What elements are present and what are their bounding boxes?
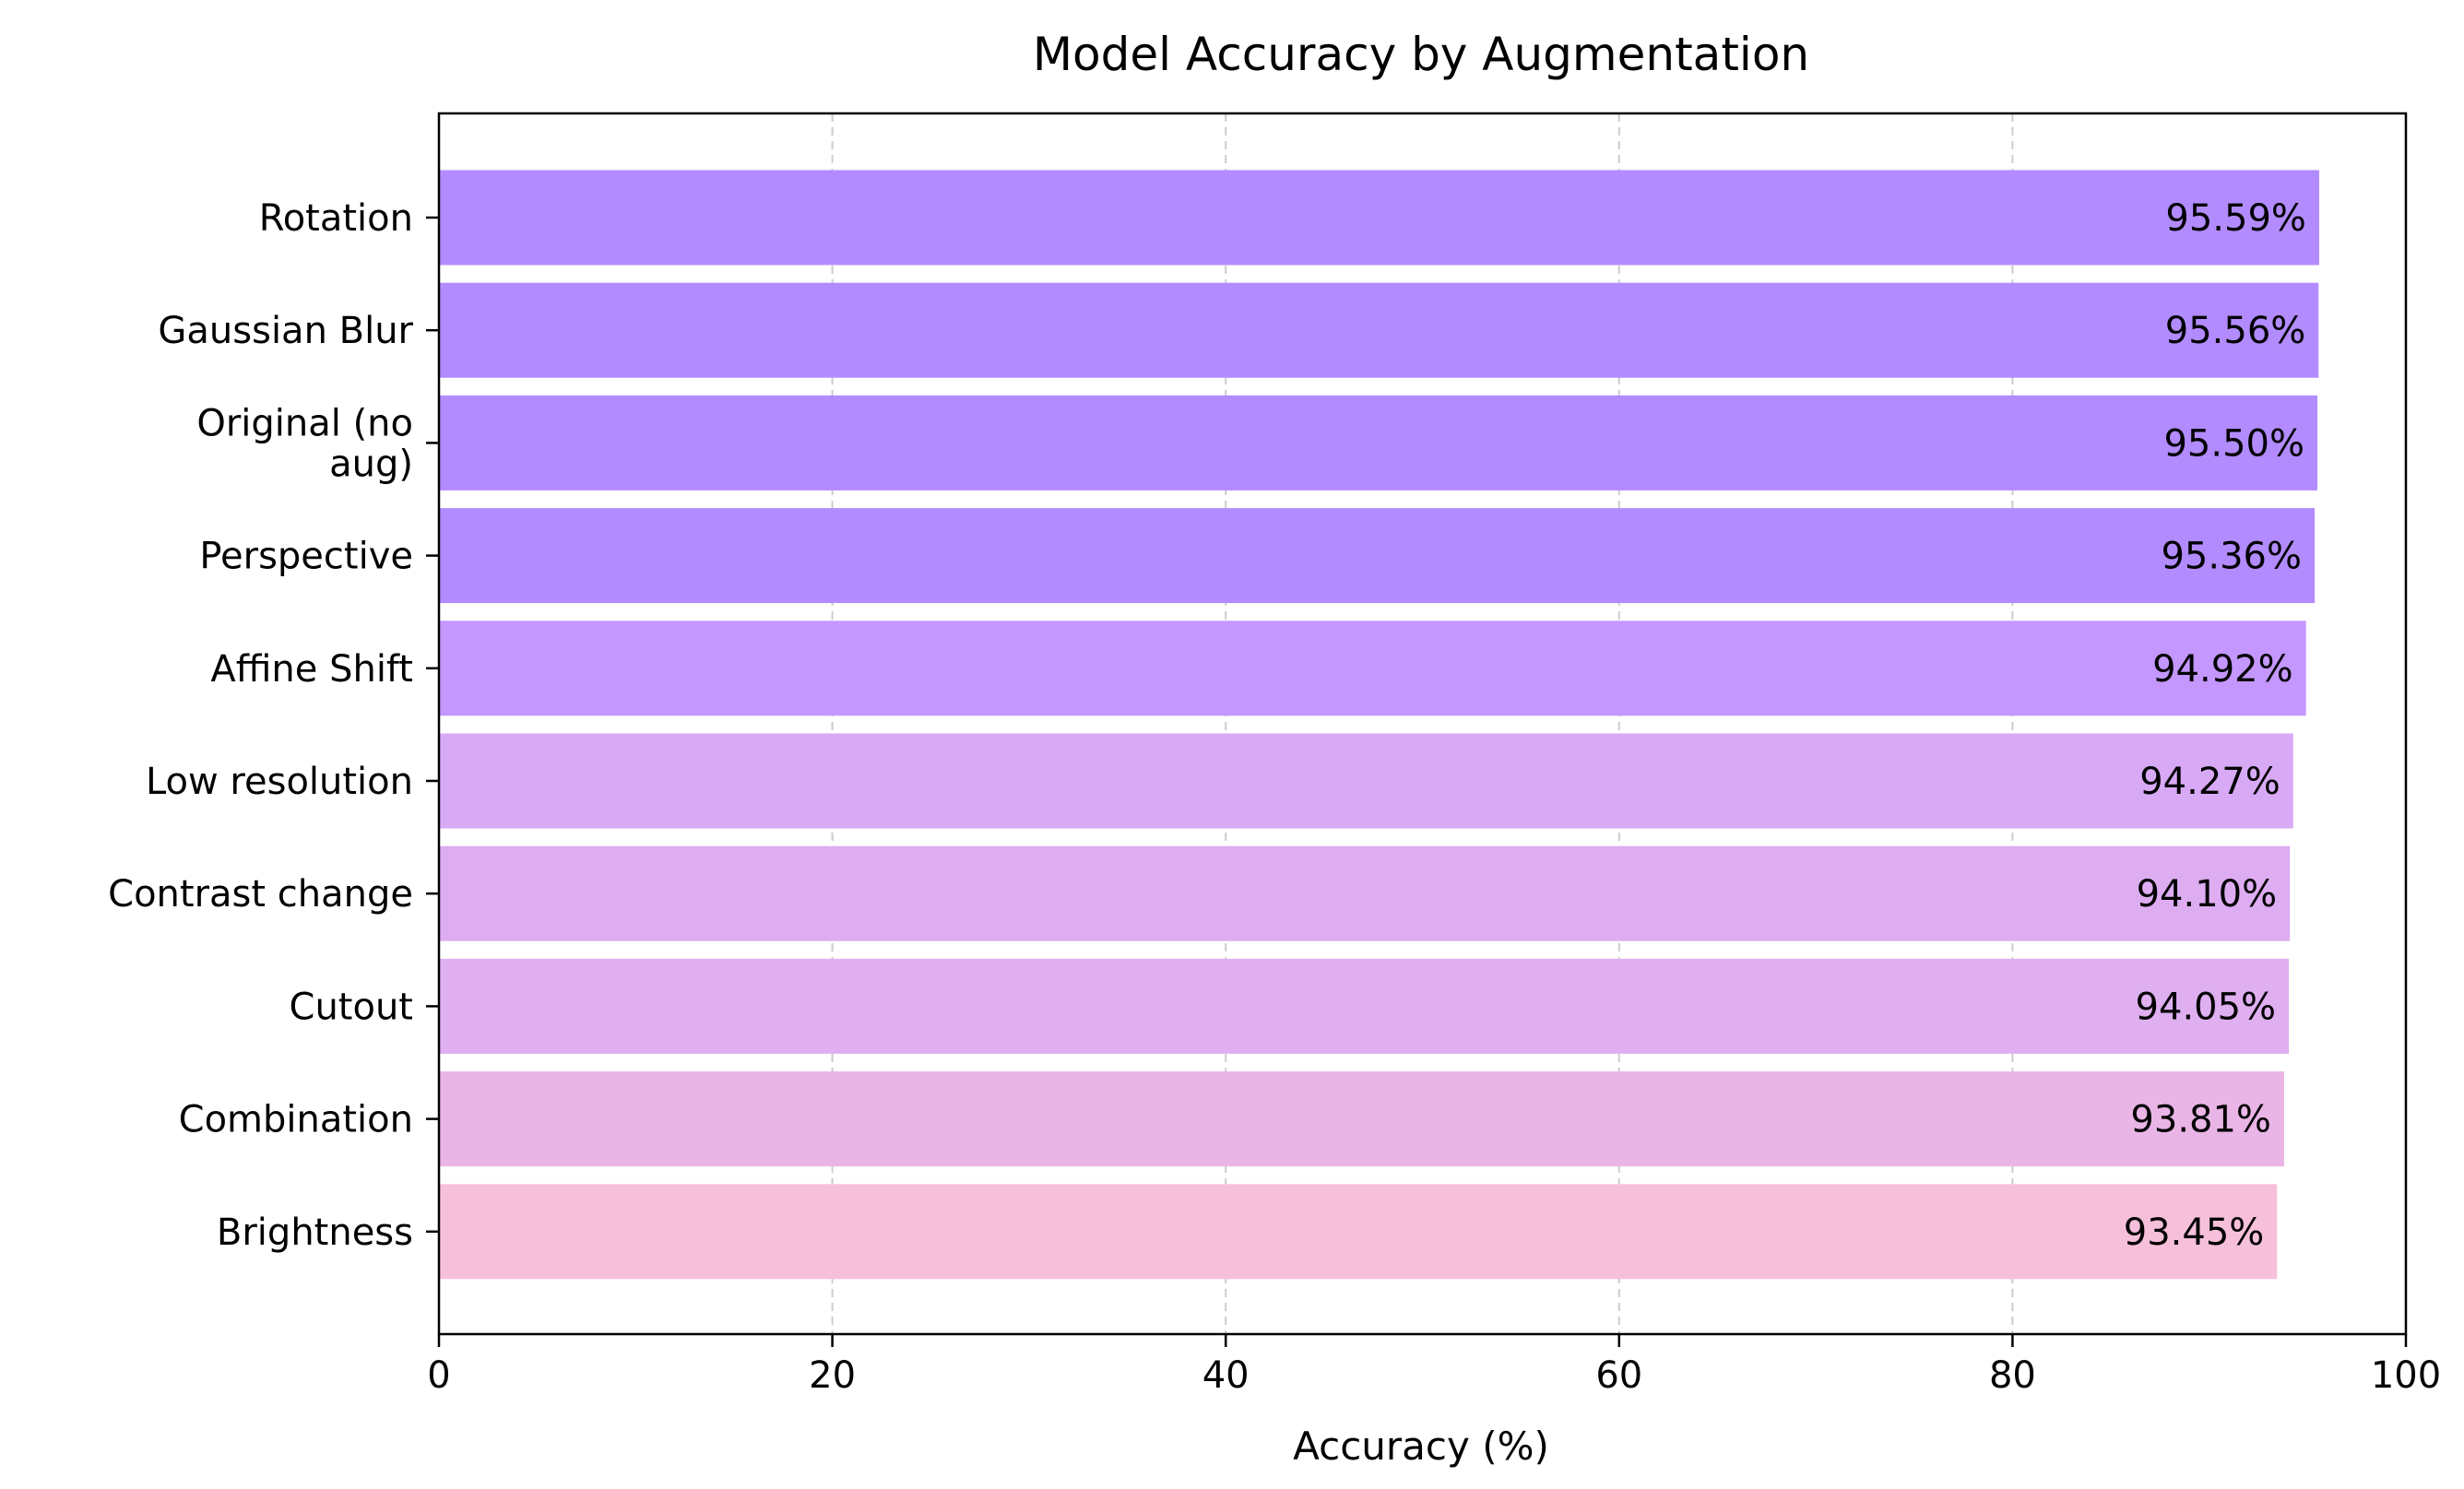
bar [439,282,2319,378]
bar-value-label: 94.10% [2137,873,2278,916]
chart-title: Model Accuracy by Augmentation [1033,28,1809,81]
bar [439,170,2319,266]
y-category-label-line: Brightness [217,1211,413,1254]
bar [439,733,2293,829]
bar [439,1184,2278,1280]
y-category-label: Perspective [199,536,413,578]
bar-value-label: 94.92% [2152,648,2293,691]
x-tick-label: 100 [2371,1354,2441,1397]
x-axis: 0 20 40 60 80 100 [427,1334,2441,1397]
y-category-label-line: Contrast change [108,873,413,916]
bar-value-label: 95.59% [2165,197,2306,240]
bar [439,508,2316,604]
x-tick-label: 60 [1595,1354,1642,1397]
bar [439,395,2318,490]
y-category-label: Low resolution [146,761,413,803]
y-category-label: Gaussian Blur [158,310,413,352]
bar-value-label: 95.56% [2165,310,2306,352]
bar-value-label: 93.81% [2130,1099,2271,1141]
x-tick-label: 80 [1989,1354,2036,1397]
y-category-label-line: Original (no [196,402,413,444]
bar-value-label: 95.36% [2161,536,2302,578]
y-category-label: Cutout [290,986,413,1028]
y-category-label-line: Rotation [259,197,413,240]
x-axis-label: Accuracy (%) [1293,1424,1549,1469]
y-category-label-line: Combination [179,1099,413,1141]
bar-value-label: 94.05% [2136,986,2277,1028]
bars [439,170,2319,1280]
y-category-label-line: aug) [329,443,413,485]
y-category-label: Contrast change [108,873,413,916]
y-category-label-line: Gaussian Blur [158,310,413,352]
y-category-label-line: Cutout [290,986,413,1028]
y-category-label-line: Perspective [199,536,413,578]
x-tick-label: 40 [1202,1354,1250,1397]
bar-value-label: 95.50% [2163,422,2304,465]
bar-value-label: 94.27% [2139,761,2280,803]
x-tick-label: 20 [809,1354,856,1397]
y-category-label: Combination [179,1099,413,1141]
y-category-label: Original (no aug) [196,402,413,485]
bar [439,958,2290,1054]
plot-area-frame [437,112,2408,1336]
y-category-label: Brightness [217,1211,413,1254]
y-axis: Rotation Gaussian Blur Original (no aug) Per… [108,197,439,1254]
bar [439,1071,2284,1167]
bar [439,845,2291,941]
y-category-label: Affine Shift [210,648,413,691]
x-tick-label: 0 [427,1354,450,1397]
value-labels: 95.59% 95.56% 95.50% 95.36% 94.92% 94.27% 94.1… [2124,197,2306,1254]
bar [439,620,2306,716]
y-category-label-line: Affine Shift [210,648,413,691]
y-category-label-line: Low resolution [146,761,413,803]
y-category-label: Rotation [259,197,413,240]
bar-value-label: 93.45% [2124,1211,2265,1254]
